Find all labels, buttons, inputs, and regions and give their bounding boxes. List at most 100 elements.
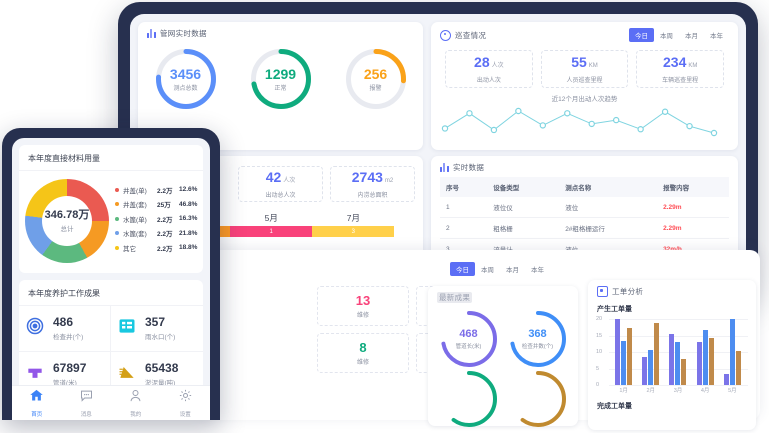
panel-alarm-realtime: 管网实时数据 3456 测点总数 1299 正常 256 报警 (138, 22, 423, 150)
table-row[interactable]: 2 粗格栅 2#粗格栅运行 2.29m (440, 217, 729, 239)
work-order-panel: 工单分析 产生工单量 0 5 10 15 20 1月 2月 3月 4月 5月 完成工单量 (588, 280, 756, 430)
lower-tab-本年[interactable]: 本年 (531, 267, 544, 274)
maintenance-value: 486 (53, 315, 74, 329)
kpi-value: 2743 m2 (351, 169, 394, 185)
maintenance-text: 357 雨水口(个) (145, 316, 175, 341)
trend-point-9 (661, 108, 669, 115)
bar-series-3 (708, 337, 714, 385)
donut-center: 346.78万 总计 (42, 196, 92, 246)
y-tick: 0 (596, 382, 600, 388)
maintenance-item-管道(米): 67897 管道(米) (19, 352, 111, 397)
gauge-管道长(米): 468 管道长(米) (440, 311, 497, 367)
results-card: 最新成果 468 管道长(米) 368 检查井数(个) (428, 286, 578, 427)
table-col-序号: 序号 (440, 177, 488, 197)
bar-series-3 (735, 351, 741, 385)
bar-series-1 (696, 342, 702, 385)
legend-dot (115, 187, 119, 192)
work-order-title: 工单分析 (612, 287, 644, 296)
flood-kpi-row: 42 人次 出动总人次 2743 m2 内涝总面积 (138, 156, 423, 202)
tab-本年[interactable]: 本年 (710, 33, 723, 40)
manhole-icon (25, 316, 45, 341)
lower-tab-今日[interactable]: 今日 (450, 262, 475, 276)
nav-item-首页[interactable]: 首页 (12, 388, 62, 418)
material-card-title: 本年度直接材料用量 (19, 145, 203, 171)
trend-point-11 (710, 129, 718, 137)
maintenance-value: 65438 (145, 361, 179, 375)
month-label: 7月 (346, 213, 360, 223)
kpi-value: 28 人次 (474, 54, 504, 70)
patrol-tabs[interactable]: 今日 本周 本月 本年 (629, 28, 729, 42)
nav-item-设置[interactable]: 设置 (161, 388, 211, 418)
donut-center: 3456 测点总数 (164, 58, 207, 100)
screenshot-stage: 管网实时数据 3456 测点总数 1299 正常 256 报警 巡查情况 今日 (2, 2, 758, 427)
material-total-label: 总计 (60, 225, 74, 233)
donut-row: 3456 测点总数 1299 正常 256 报警 (138, 41, 423, 109)
stat-维修: 13 维修 (317, 286, 409, 326)
table-cell: 2 (440, 217, 488, 239)
bar-group-1月 (615, 319, 633, 385)
phone-device-frame: 本年度直接材料用量 346.78万 总计 井盖(单) 2.2万 12.6% 井盖… (2, 128, 220, 420)
lower-tab-本月[interactable]: 本月 (506, 267, 519, 274)
panel-table-header: 实时数据 (431, 156, 738, 175)
bar-chart-icon (440, 163, 449, 172)
maintenance-grid: 486 检查井(个) 357 雨水口(个) 67897 管道(米) 65438 … (19, 306, 203, 397)
tab-本周[interactable]: 本周 (660, 33, 673, 40)
x-tick: 1月 (619, 388, 628, 394)
gauge-center (515, 377, 560, 421)
alarm-table: 序号 设备类型 测点名称 报警内容 1 液位仪 液位 2.29m 2 粗格栅 2#粗格栅运行 2.2… (440, 177, 729, 260)
stat-维修: 8 维修 (317, 333, 409, 373)
bar-series-2 (621, 341, 627, 385)
sludge-icon (117, 362, 137, 387)
material-legend: 井盖(单) 2.2万 12.6% 井盖(套) 25万 46.8% 水篦(单) 2… (115, 185, 197, 258)
tab-本月[interactable]: 本月 (685, 33, 698, 40)
donut-label: 报警 (369, 85, 382, 92)
legend-pct: 46.8% (179, 200, 198, 208)
gauge-center (446, 377, 491, 421)
y-tick: 20 (596, 316, 603, 322)
grid-icon (597, 286, 608, 297)
trend-point-10 (686, 122, 693, 130)
grid-line (609, 319, 748, 320)
donut-value: 1299 (264, 65, 297, 82)
maintenance-value: 357 (145, 315, 166, 329)
month-rank-bar: 3 (312, 226, 395, 237)
table-cell: 1 (440, 197, 488, 218)
x-tick: 5月 (728, 388, 737, 394)
stat-value: 8 (359, 339, 367, 355)
message-icon (79, 388, 94, 408)
nav-label: 设置 (179, 412, 191, 418)
y-tick: 10 (596, 349, 603, 355)
grate-icon (117, 316, 137, 341)
panel-alarm-header: 管网实时数据 (138, 22, 423, 41)
results-title: 最新成果 (437, 292, 473, 303)
kpi-出动人次: 28 人次 出动人次 (445, 50, 533, 88)
chart-x-labels: 1月 2月 3月 4月 5月 (610, 386, 746, 394)
kpi-value: 234 KM (663, 54, 698, 70)
table-row[interactable]: 1 液位仪 液位 2.29m (440, 197, 729, 218)
kpi-caption: 车辆巡查里程 (662, 78, 699, 84)
bar-series-2 (729, 319, 735, 385)
gauge-label: 管道长(米) (455, 343, 482, 350)
nav-item-消息[interactable]: 消息 (62, 388, 112, 418)
grid-line (609, 335, 748, 337)
maintenance-results-card: 本年度养护工作成果 486 检查井(个) 357 雨水口(个) 67897 管道… (19, 280, 203, 397)
trend-point-7 (612, 116, 620, 124)
maintenance-item-淤泥量(吨): 65438 淤泥量(吨) (111, 352, 203, 397)
tab-今日[interactable]: 今日 (629, 28, 654, 42)
material-usage-card: 本年度直接材料用量 346.78万 总计 井盖(单) 2.2万 12.6% 井盖… (19, 145, 203, 273)
lower-tab-本周[interactable]: 本周 (481, 267, 494, 274)
grid-line (609, 385, 748, 386)
bottom-nav-bar[interactable]: 首页 消息 我的 设置 (12, 385, 210, 420)
stat-caption: 维修 (356, 359, 369, 366)
donut-value: 3456 (169, 65, 202, 82)
clock-icon (440, 29, 451, 41)
bar-group-5月 (723, 319, 741, 385)
x-tick: 2月 (646, 388, 656, 394)
legend-dot (115, 231, 119, 236)
legend-value: 25万 (157, 202, 171, 210)
nav-label: 首页 (31, 412, 43, 418)
month-label: 5月 (264, 213, 278, 223)
nav-item-我的[interactable]: 我的 (111, 388, 161, 418)
lower-tabs[interactable]: 今日 本周 本月 本年 (450, 262, 550, 276)
gear-icon (178, 388, 193, 408)
